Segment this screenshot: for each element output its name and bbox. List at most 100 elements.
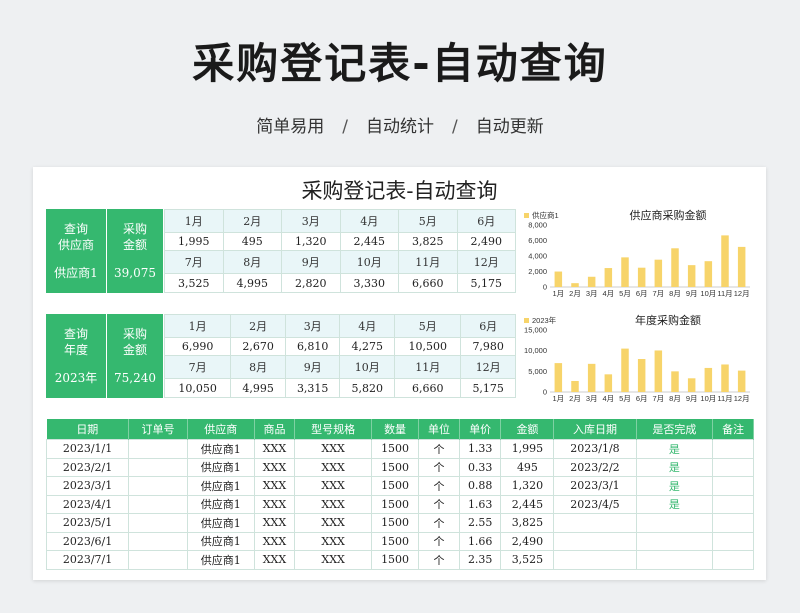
table-cell[interactable]: 495 <box>500 457 555 477</box>
table-cell[interactable]: 供应商1 <box>186 513 255 533</box>
table-cell[interactable] <box>128 513 188 533</box>
table-cell[interactable]: 2023/3/1 <box>553 476 637 496</box>
table-cell[interactable]: 个 <box>418 476 460 496</box>
table-cell[interactable]: XXX <box>294 550 372 570</box>
table-cell[interactable]: XXX <box>253 457 296 477</box>
month-label: 6月 <box>456 209 516 233</box>
table-cell[interactable]: 是 <box>635 439 714 459</box>
table-cell[interactable]: XXX <box>294 513 372 533</box>
table-cell[interactable]: XXX <box>294 531 372 551</box>
table-cell[interactable] <box>128 531 188 551</box>
table-cell[interactable]: 1.63 <box>458 494 502 514</box>
table-cell[interactable]: 1,320 <box>500 476 555 496</box>
table-cell[interactable] <box>635 531 714 551</box>
column-header[interactable]: 供应商 <box>187 419 255 440</box>
column-header[interactable]: 型号规格 <box>294 419 372 440</box>
table-cell[interactable]: 1500 <box>370 494 420 514</box>
column-header[interactable]: 入库日期 <box>553 419 637 440</box>
table-cell[interactable]: 2023/6/1 <box>45 531 130 551</box>
table-cell[interactable] <box>128 476 188 496</box>
table-cell[interactable]: 个 <box>418 439 460 459</box>
table-cell[interactable]: 供应商1 <box>186 494 255 514</box>
table-cell[interactable] <box>553 531 637 551</box>
table-cell[interactable]: 2023/2/2 <box>553 457 637 477</box>
supplier-value[interactable]: 供应商1 <box>54 266 98 280</box>
table-cell[interactable]: 1.33 <box>458 439 502 459</box>
table-cell[interactable] <box>712 494 754 514</box>
table-cell[interactable] <box>712 457 754 477</box>
table-cell[interactable]: XXX <box>253 550 296 570</box>
table-cell[interactable]: 2.35 <box>458 550 502 570</box>
table-cell[interactable]: 供应商1 <box>186 531 255 551</box>
table-cell[interactable]: 2023/1/1 <box>45 439 130 459</box>
column-header[interactable]: 单位 <box>418 419 460 440</box>
table-cell[interactable] <box>635 550 714 570</box>
table-cell[interactable]: 1500 <box>370 457 420 477</box>
table-cell[interactable]: 是 <box>635 457 714 477</box>
table-cell[interactable] <box>712 550 754 570</box>
column-header[interactable]: 金额 <box>500 419 555 440</box>
table-cell[interactable]: XXX <box>294 476 372 496</box>
table-cell[interactable]: 0.88 <box>458 476 502 496</box>
column-header[interactable]: 数量 <box>371 419 420 440</box>
table-cell[interactable]: XXX <box>253 439 296 459</box>
table-cell[interactable]: XXX <box>253 531 296 551</box>
table-cell[interactable]: 1.66 <box>458 531 502 551</box>
table-cell[interactable]: 个 <box>418 494 460 514</box>
column-header[interactable]: 是否完成 <box>636 419 714 440</box>
table-cell[interactable]: 2023/4/5 <box>553 494 637 514</box>
table-cell[interactable]: 是 <box>635 494 714 514</box>
table-cell[interactable] <box>128 494 188 514</box>
column-header[interactable]: 商品 <box>254 419 296 440</box>
table-cell[interactable]: 1,995 <box>500 439 555 459</box>
table-cell[interactable]: 是 <box>635 476 714 496</box>
table-cell[interactable] <box>553 550 637 570</box>
table-cell[interactable]: 个 <box>418 531 460 551</box>
table-cell[interactable]: XXX <box>253 513 296 533</box>
table-cell[interactable]: 供应商1 <box>186 476 255 496</box>
table-cell[interactable]: 个 <box>418 550 460 570</box>
table-cell[interactable]: 2023/3/1 <box>45 476 130 496</box>
table-cell[interactable] <box>712 476 754 496</box>
table-cell[interactable]: 个 <box>418 513 460 533</box>
table-cell[interactable]: 1500 <box>370 439 420 459</box>
table-cell[interactable]: 1500 <box>370 476 420 496</box>
table-cell[interactable]: XXX <box>294 457 372 477</box>
table-cell[interactable] <box>128 550 188 570</box>
table-cell[interactable]: XXX <box>294 494 372 514</box>
table-cell[interactable]: 3,825 <box>500 513 555 533</box>
column-header[interactable]: 日期 <box>46 419 130 440</box>
table-cell[interactable]: XXX <box>253 476 296 496</box>
table-cell[interactable]: 2023/5/1 <box>45 513 130 533</box>
table-cell[interactable]: XXX <box>253 494 296 514</box>
table-cell[interactable] <box>128 439 188 459</box>
table-cell[interactable]: 供应商1 <box>186 550 255 570</box>
table-cell[interactable]: 2,490 <box>500 531 555 551</box>
table-cell[interactable]: 1500 <box>370 531 420 551</box>
table-cell[interactable]: XXX <box>294 439 372 459</box>
year-value[interactable]: 2023年 <box>54 371 98 385</box>
column-header[interactable]: 备注 <box>712 419 754 440</box>
table-cell[interactable] <box>712 531 754 551</box>
table-cell[interactable] <box>128 457 188 477</box>
table-cell[interactable]: 0.33 <box>458 457 502 477</box>
table-cell[interactable] <box>635 513 714 533</box>
table-cell[interactable]: 供应商1 <box>186 439 255 459</box>
table-cell[interactable] <box>553 513 637 533</box>
table-cell[interactable]: 1500 <box>370 513 420 533</box>
column-header[interactable]: 单价 <box>459 419 502 440</box>
table-cell[interactable]: 1500 <box>370 550 420 570</box>
table-cell[interactable]: 3,525 <box>500 550 555 570</box>
column-header[interactable]: 订单号 <box>128 419 188 440</box>
table-cell[interactable]: 2,445 <box>500 494 555 514</box>
query-label: 查询 <box>63 327 88 341</box>
table-cell[interactable] <box>712 513 754 533</box>
table-cell[interactable]: 2023/4/1 <box>45 494 130 514</box>
table-cell[interactable]: 供应商1 <box>186 457 255 477</box>
table-cell[interactable]: 个 <box>418 457 460 477</box>
table-cell[interactable] <box>712 439 754 459</box>
table-cell[interactable]: 2023/2/1 <box>45 457 130 477</box>
table-cell[interactable]: 2023/1/8 <box>553 439 637 459</box>
table-cell[interactable]: 2023/7/1 <box>45 550 130 570</box>
table-cell[interactable]: 2.55 <box>458 513 502 533</box>
